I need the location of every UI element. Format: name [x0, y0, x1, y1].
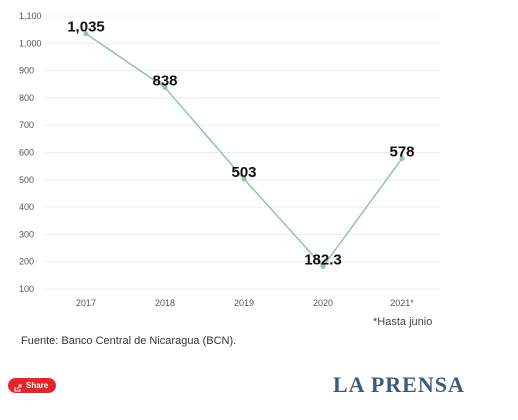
- data-label: 182.3: [304, 252, 342, 269]
- data-label: 1,035: [67, 19, 105, 36]
- share-icon: [14, 382, 22, 391]
- footnote: *Hasta junio: [373, 316, 433, 328]
- x-tick-label: 2021*: [390, 298, 414, 308]
- data-point: [241, 176, 247, 182]
- chart-area: 100 200 300 400 500 600 700 800 900 1,000 1,100 201…: [19, 11, 440, 308]
- y-tick-label: 800: [19, 93, 34, 103]
- x-tick-label: 2018: [155, 298, 175, 308]
- line-chart: 100 200 300 400 500 600 700 800 900 1,000 1,100 201…: [19, 11, 440, 308]
- data-point: [320, 264, 326, 270]
- data-label: 578: [389, 144, 414, 161]
- x-tick-label: 2017: [76, 298, 96, 308]
- y-tick-label: 300: [19, 229, 34, 239]
- y-tick-label: 100: [19, 284, 34, 294]
- data-point: [162, 85, 168, 91]
- y-tick-label: 500: [19, 175, 34, 185]
- brand-logo[interactable]: LA PRENSA: [333, 372, 465, 397]
- y-tick-label: 400: [19, 202, 34, 212]
- share-label: Share: [26, 381, 49, 390]
- y-tick-label: 900: [19, 66, 34, 76]
- x-tick-label: 2020: [313, 298, 333, 308]
- y-tick-label: 1,000: [19, 38, 42, 48]
- data-point: [399, 156, 405, 162]
- y-tick-label: 1,100: [19, 11, 42, 21]
- series-line: [85, 33, 403, 268]
- data-label: 838: [152, 73, 177, 90]
- share-button[interactable]: Share: [8, 378, 57, 393]
- x-tick-label: 2019: [234, 298, 254, 308]
- y-tick-label: 200: [19, 257, 34, 267]
- data-point: [83, 31, 89, 37]
- y-tick-label: 600: [19, 148, 34, 158]
- y-tick-label: 700: [19, 120, 34, 130]
- data-label: 503: [231, 164, 256, 181]
- source-note: Fuente: Banco Central de Nicaragua (BCN)…: [21, 335, 237, 347]
